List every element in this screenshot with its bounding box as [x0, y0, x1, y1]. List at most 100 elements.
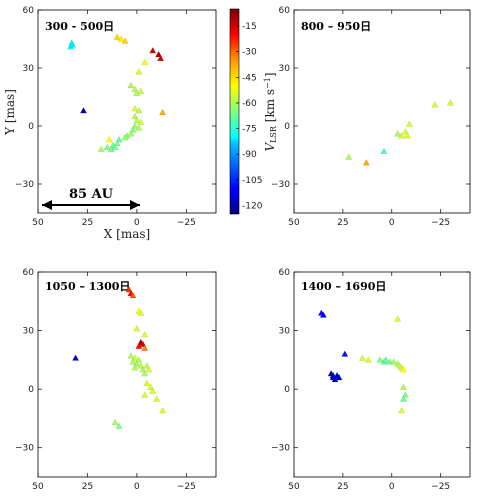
maser-spot: [141, 344, 149, 351]
y-tick-label: 30: [23, 327, 35, 337]
axis-ticks: 50 25 0 −25 60 30 0 −30: [15, 6, 216, 228]
maser-spot: [80, 107, 87, 114]
y-tick-label: −30: [271, 444, 290, 454]
maser-spot: [97, 145, 105, 152]
panel-title: 1400 – 1690日: [301, 280, 386, 293]
x-tick-label: 25: [82, 482, 93, 492]
x-tick-label: −25: [177, 218, 196, 228]
scale-bar: 85 AU: [42, 187, 140, 210]
colorbar-tick-label: -90: [242, 150, 257, 160]
maser-spot: [129, 126, 137, 133]
maser-spot: [117, 35, 125, 42]
maser-spot: [131, 122, 139, 129]
x-tick-label: 25: [82, 218, 93, 228]
maser-spot: [127, 130, 135, 137]
points-group: [317, 309, 409, 414]
y-tick-label: 30: [279, 64, 291, 74]
x-tick-label: 50: [288, 218, 300, 228]
x-tick-label: 0: [389, 218, 395, 228]
maser-spot: [149, 47, 157, 54]
maser-spot: [394, 130, 402, 137]
maser-spot: [149, 387, 157, 394]
maser-spot: [390, 358, 398, 365]
x-tick-label: 0: [134, 218, 140, 228]
colorbar-ticks: -15 -30 -45 -60 -75 -90 -105 -120: [236, 22, 263, 211]
maser-spot: [153, 395, 161, 402]
maser-spot: [400, 366, 407, 373]
points-group: [72, 286, 167, 429]
y-tick-label: 0: [284, 122, 290, 132]
maser-spot: [402, 391, 409, 398]
y-axis-label: Y [mas]: [3, 89, 17, 136]
maser-spot: [137, 362, 145, 369]
panel-title: 300 - 500日: [45, 20, 114, 33]
y-tick-label: 60: [279, 6, 291, 16]
axis-ticks: 50 25 0 −25 60 30 0 −30: [271, 6, 470, 228]
maser-spot: [402, 128, 409, 135]
maser-spot: [111, 418, 119, 426]
maser-spot: [72, 354, 80, 361]
y-tick-label: 30: [23, 64, 35, 74]
maser-spot: [141, 330, 149, 338]
maser-spot: [127, 81, 135, 89]
maser-spot: [394, 315, 402, 322]
maser-spot: [382, 356, 390, 363]
maser-spot: [115, 136, 123, 143]
x-tick-label: −25: [431, 218, 450, 228]
x-axis-label: X [mas]: [104, 227, 150, 241]
maser-spot: [129, 358, 137, 365]
plot-frame: [293, 271, 471, 478]
maser-spot: [145, 366, 153, 373]
maser-spot: [121, 134, 129, 141]
colorbar-tick-label: -120: [242, 201, 263, 211]
maser-spot: [131, 364, 139, 371]
maser-spot: [139, 340, 147, 347]
y-tick-label: 60: [23, 268, 35, 278]
maser-spot: [135, 342, 143, 349]
y-tick-label: −30: [271, 180, 290, 190]
maser-spot: [111, 143, 119, 150]
points-group: [345, 99, 454, 166]
x-tick-label: 50: [288, 482, 300, 492]
maser-spot: [143, 362, 151, 369]
x-tick-label: 25: [337, 482, 348, 492]
maser-spot: [358, 354, 366, 361]
y-tick-label: 0: [28, 122, 34, 132]
y-tick-label: 0: [28, 385, 34, 395]
maser-spot: [139, 366, 147, 373]
maser-spot: [159, 108, 167, 116]
maser-spot: [159, 407, 167, 414]
maser-spot: [131, 105, 139, 112]
maser-spot: [143, 379, 151, 386]
x-tick-label: 0: [134, 482, 140, 492]
maser-spot: [362, 159, 370, 166]
maser-spot: [133, 325, 141, 332]
maser-spot: [403, 132, 411, 139]
maser-spot: [131, 85, 139, 92]
maser-spot: [133, 116, 141, 123]
panel-title: 1050 – 1300日: [45, 280, 130, 293]
points-group: [67, 33, 167, 152]
maser-spot: [446, 99, 454, 106]
panel-title: 800 – 950日: [301, 20, 371, 33]
maser-spot: [155, 50, 163, 58]
scale-bar-label: 85 AU: [69, 187, 114, 202]
x-tick-label: 50: [32, 218, 44, 228]
maser-spot: [141, 370, 149, 377]
maser-spot: [157, 54, 165, 62]
panel-800-950: 800 – 950日 50 25 0 −25 60 30 0 −30: [271, 6, 471, 228]
panel-300-500: 300 - 500日 50 25 0 −25 60 30 0 −30 X [mas] Y [m…: [3, 6, 217, 241]
y-tick-label: −30: [15, 180, 34, 190]
colorbar: -15 -30 -45 -60 -75 -90 -105 -120 VLSR [km s−1]: [229, 8, 278, 215]
maser-spot: [341, 350, 349, 357]
maser-spot: [133, 360, 141, 367]
x-tick-label: −25: [431, 482, 450, 492]
y-tick-label: 60: [23, 6, 35, 16]
colorbar-tick-label: -30: [242, 48, 257, 58]
panel-1050-1300: 1050 – 1300日 50 25 0 −25 60 30 0 −30: [15, 268, 217, 492]
axis-ticks: 50 25 0 −25 60 30 0 −30: [15, 268, 216, 492]
maser-spot: [380, 147, 388, 154]
maser-spot: [400, 383, 407, 390]
maser-spot: [141, 391, 149, 398]
